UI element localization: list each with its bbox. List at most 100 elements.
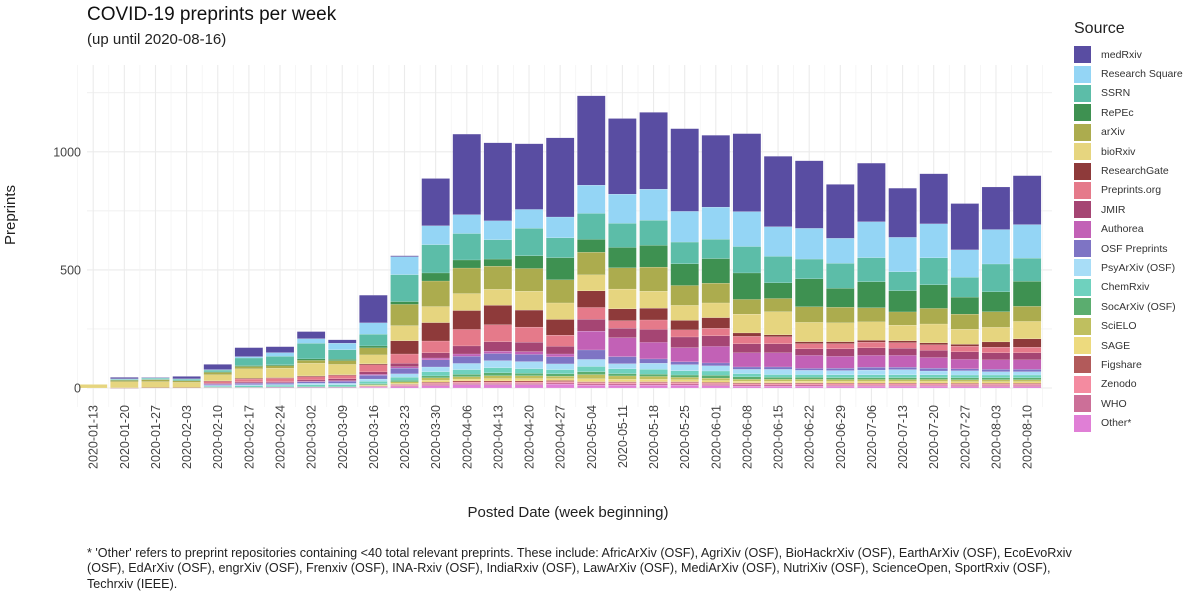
chart-subtitle: (up until 2020-08-16) — [87, 31, 227, 48]
x-tick-label: 2020-05-04 — [585, 405, 599, 469]
bar-segment — [639, 189, 668, 221]
bar-segment — [328, 359, 357, 361]
bar-segment — [1013, 281, 1042, 307]
bar-segment — [359, 345, 388, 348]
bar-segment — [950, 379, 979, 382]
bar-segment — [857, 379, 886, 382]
bar-segment — [577, 381, 606, 383]
bar-segment — [732, 381, 762, 383]
bar-segment — [670, 385, 699, 389]
bar-segment — [639, 358, 668, 364]
footnote: * 'Other' refers to preprint repositorie… — [87, 546, 1072, 591]
bar-segment — [608, 308, 637, 321]
bar-segment — [421, 380, 450, 383]
bar-segment — [670, 347, 699, 362]
bar-segment — [826, 381, 855, 384]
bar-segment — [359, 374, 388, 376]
bar-segment — [981, 341, 1011, 348]
bar-segment — [359, 347, 388, 356]
bar-segment — [297, 331, 326, 339]
bar-segment — [297, 358, 326, 361]
bar-segment — [546, 346, 575, 355]
bar-segment — [826, 348, 855, 357]
bar-segment — [359, 363, 388, 365]
bar-segment — [452, 378, 481, 381]
bar-segment — [981, 229, 1011, 265]
bar-segment — [421, 352, 450, 359]
bar-segment — [639, 379, 668, 382]
bar-segment — [359, 383, 388, 385]
bar-segment — [826, 377, 855, 380]
bar-segment — [857, 381, 886, 384]
bar-segment — [795, 384, 824, 387]
bar-segment — [826, 341, 855, 344]
bar-segment — [514, 342, 544, 352]
bar-segment — [826, 382, 855, 385]
bar-segment — [608, 247, 637, 268]
bar-segment — [732, 373, 762, 377]
legend-item: WHO — [1074, 394, 1183, 413]
bar-segment — [608, 288, 637, 309]
bar-segment — [359, 378, 388, 382]
bar-segment — [421, 375, 450, 378]
bar-segment — [265, 384, 295, 386]
bar-segment — [888, 367, 917, 370]
bar-segment — [483, 289, 512, 306]
bar-segment — [421, 384, 450, 386]
bar-stack — [857, 163, 886, 389]
bar-segment — [546, 376, 575, 379]
bar-segment — [390, 384, 419, 386]
bar-segment — [234, 347, 263, 357]
legend-item: Zenodo — [1074, 375, 1183, 394]
bar-segment — [670, 305, 699, 321]
bar-segment — [421, 178, 450, 226]
bar-segment — [857, 257, 886, 282]
bar-segment — [795, 341, 824, 344]
bar-segment — [795, 343, 824, 349]
bar-segment — [1013, 258, 1042, 282]
bar-segment — [857, 385, 886, 387]
bar-segment — [795, 348, 824, 356]
bar-segment — [265, 346, 295, 353]
bar-segment — [514, 209, 544, 229]
bar-segment — [763, 311, 793, 335]
bar-stack — [732, 133, 762, 389]
bar-segment — [701, 302, 730, 318]
legend-item: SAGE — [1074, 336, 1183, 355]
bar-segment — [172, 380, 201, 382]
bar-segment — [297, 375, 326, 377]
bar-segment — [514, 351, 544, 355]
bar-segment — [514, 326, 544, 343]
bar-segment — [359, 322, 388, 335]
bar-segment — [452, 259, 481, 269]
bar-segment — [981, 327, 1011, 343]
bar-segment — [452, 345, 481, 355]
bar-segment — [950, 370, 979, 376]
bar-segment — [888, 271, 917, 291]
bar-segment — [981, 381, 1011, 384]
legend-item: medRxiv — [1074, 45, 1183, 64]
bar-segment — [795, 160, 824, 229]
bar-segment — [639, 381, 668, 383]
bar-segment — [795, 382, 824, 384]
bar-segment — [203, 383, 232, 385]
bar-segment — [732, 246, 762, 274]
bar-segment — [857, 281, 886, 308]
bar-segment — [514, 375, 544, 379]
bar-segment — [546, 356, 575, 364]
bar-segment — [1013, 379, 1042, 382]
bar-segment — [390, 353, 419, 364]
bar-segment — [359, 371, 388, 375]
bar-segment — [919, 342, 948, 345]
bar-stack — [639, 112, 668, 389]
bar-segment — [888, 340, 917, 343]
bar-segment — [328, 384, 357, 387]
bar-segment — [1013, 347, 1042, 353]
bar-segment — [577, 239, 606, 253]
bar-segment — [608, 385, 637, 389]
bar-segment — [950, 383, 979, 385]
bar-segment — [483, 360, 512, 368]
bar-segment — [763, 156, 793, 227]
bar-segment — [390, 255, 419, 257]
